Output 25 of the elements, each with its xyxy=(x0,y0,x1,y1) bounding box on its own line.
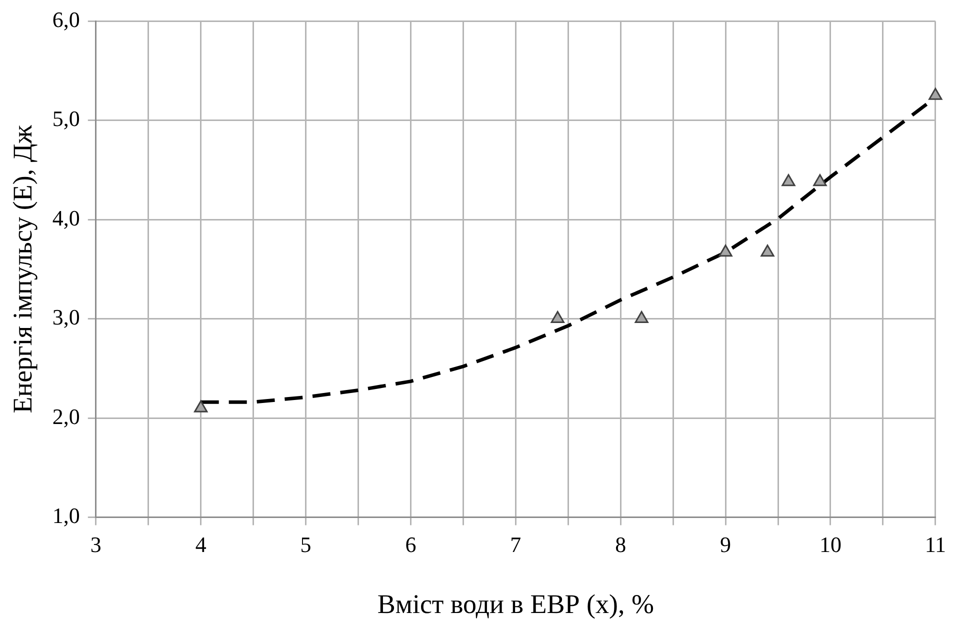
x-tick-label: 10 xyxy=(819,532,842,558)
point xyxy=(760,244,774,257)
point xyxy=(194,400,208,412)
point xyxy=(634,311,648,324)
x-tick-label: 3 xyxy=(90,532,102,558)
x-tick-label: 4 xyxy=(195,532,206,558)
x-tick-label: 6 xyxy=(405,532,416,558)
x-tick-label: 8 xyxy=(615,532,626,558)
point xyxy=(782,174,796,186)
y-tick-label: 4,0 xyxy=(52,205,80,230)
point xyxy=(718,244,732,257)
point xyxy=(928,88,942,100)
x-tick-label: 5 xyxy=(300,532,312,558)
y-tick-label: 2,0 xyxy=(52,404,80,429)
point xyxy=(813,174,827,186)
y-tick-label: 1,0 xyxy=(52,502,80,528)
y-tick-label: 5,0 xyxy=(52,106,80,132)
y-axis-title: Енергія імпульсу (E), Дж xyxy=(7,124,38,414)
x-tick-label: 9 xyxy=(720,532,732,558)
point xyxy=(550,311,564,324)
x-axis-title: Вміст води в ЕВР (x), % xyxy=(377,588,654,619)
x-tick-label: 11 xyxy=(924,532,946,558)
y-tick-label: 6,0 xyxy=(52,6,80,32)
y-tick-label: 3,0 xyxy=(52,304,80,330)
x-tick-label: 7 xyxy=(510,532,522,558)
